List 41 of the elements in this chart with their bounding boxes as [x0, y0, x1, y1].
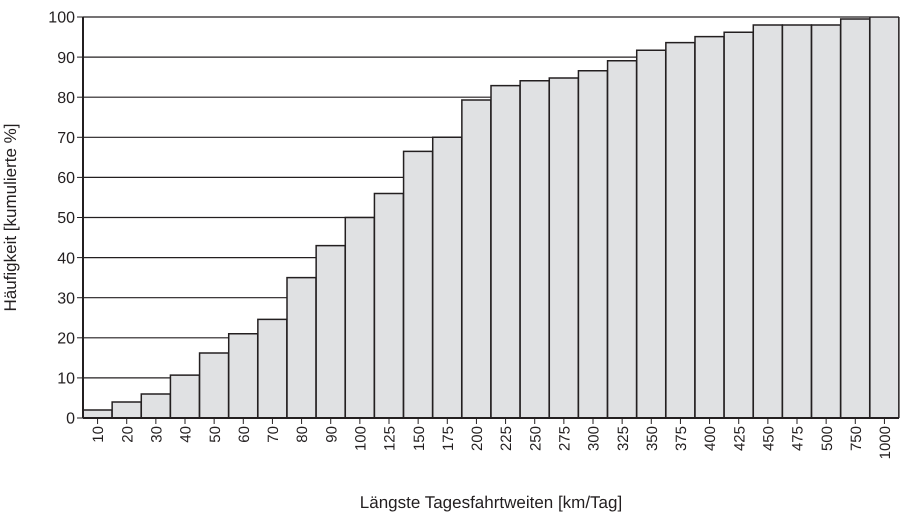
- x-tick-label: 475: [790, 426, 807, 452]
- x-tick-label: 350: [644, 426, 661, 452]
- x-tick-label: 100: [352, 426, 370, 452]
- x-tick-label: 425: [731, 426, 748, 452]
- x-tick-label: 225: [498, 426, 516, 452]
- x-tick-label: 450: [760, 426, 778, 452]
- x-tick-label: 30: [148, 426, 166, 443]
- y-tick-label: 10: [57, 370, 76, 388]
- y-axis-title: Häufigkeit [kumulierte %]: [1, 123, 20, 312]
- x-tick-label: 400: [702, 426, 720, 452]
- x-tick-label: 20: [119, 426, 136, 443]
- y-tick-label: 30: [57, 290, 76, 308]
- y-tick-label: 50: [57, 210, 76, 228]
- x-tick-label: 300: [586, 426, 603, 452]
- x-tick-label: 125: [382, 426, 399, 452]
- x-tick-label: 500: [818, 426, 836, 452]
- x-axis-title: Längste Tagesfahrtweiten [km/Tag]: [360, 493, 622, 512]
- x-tick-label: 50: [206, 426, 224, 443]
- x-tick-label: 40: [178, 426, 195, 443]
- y-tick-label: 70: [57, 130, 76, 147]
- y-tick-label: 40: [57, 250, 76, 268]
- x-tick-label: 200: [469, 426, 486, 452]
- x-tick-label: 1000: [877, 426, 894, 460]
- x-tick-label: 150: [410, 426, 428, 452]
- x-tick-label: 375: [673, 426, 690, 452]
- x-tick-label: 175: [440, 426, 457, 452]
- x-tick-label: 275: [556, 426, 574, 452]
- x-tick-label: 325: [614, 426, 632, 452]
- x-tick-label: 70: [265, 426, 282, 443]
- x-tick-label: 90: [323, 426, 340, 443]
- x-tick-label: 10: [90, 426, 108, 443]
- y-tick-label: 90: [57, 50, 76, 67]
- y-tick-label: 60: [57, 170, 76, 188]
- y-tick-label: 0: [66, 410, 76, 428]
- x-tick-label: 60: [236, 426, 253, 443]
- x-tick-label: 250: [527, 426, 544, 452]
- y-tick-label: 100: [48, 10, 76, 27]
- y-tick-label: 80: [57, 90, 76, 107]
- y-tick-label: 20: [57, 330, 76, 348]
- x-tick-label: 80: [294, 426, 312, 443]
- x-tick-label: 750: [848, 426, 865, 452]
